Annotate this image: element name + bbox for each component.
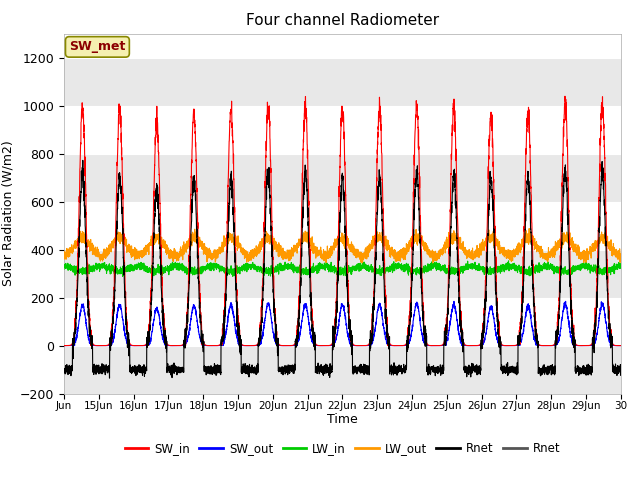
Legend: SW_in, SW_out, LW_in, LW_out, Rnet, Rnet: SW_in, SW_out, LW_in, LW_out, Rnet, Rnet [120,437,565,460]
Bar [64,250,621,298]
Y-axis label: Solar Radiation (W/m2): Solar Radiation (W/m2) [1,141,14,287]
X-axis label: Time: Time [327,413,358,426]
Text: SW_met: SW_met [69,40,125,53]
Bar [64,154,621,202]
Title: Four channel Radiometer: Four channel Radiometer [246,13,439,28]
Bar [64,346,621,394]
Bar [64,58,621,106]
